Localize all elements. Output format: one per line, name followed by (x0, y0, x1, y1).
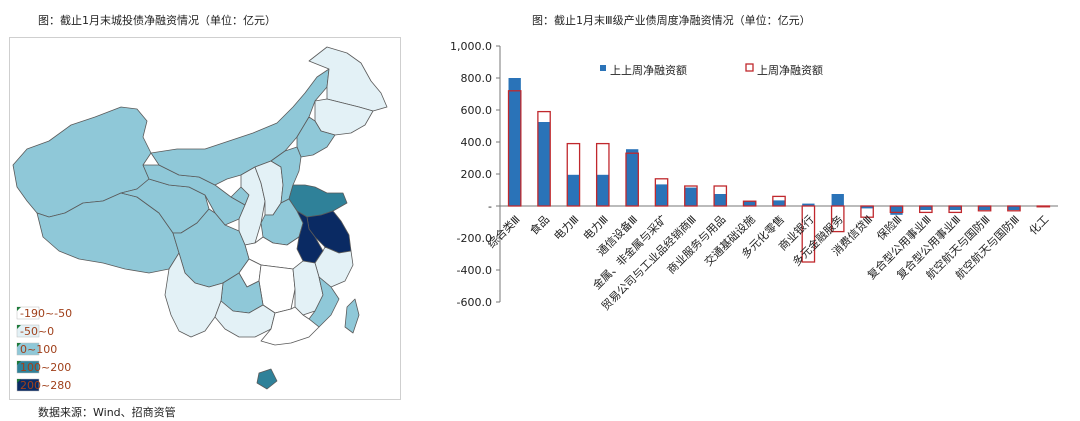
bar-last-week (860, 205, 874, 218)
bar-prev-week (1007, 206, 1021, 210)
bar-chart: 1,000.0 800.0 600.0 400.0 200.0 - -200.0 -400.0… (450, 40, 1058, 313)
x-tick-label: 电力Ⅲ (551, 213, 581, 243)
bar-prev-week (567, 174, 580, 206)
bar-prev-week (684, 187, 698, 206)
bar-prev-week (537, 122, 551, 206)
bar-last-week (977, 205, 992, 212)
y-tick-label: 200.0 (461, 168, 493, 181)
legend-swatch (16, 306, 40, 320)
legend-label-prev-week: 上上周净融资额 (610, 63, 687, 77)
bar-last-week (1007, 205, 1021, 212)
chart-legend: 上上周净融资额 上周净融资额 (600, 63, 823, 77)
legend-swatch (16, 324, 40, 338)
legend-label: -50~0 (20, 325, 54, 338)
region-liaoning (296, 116, 336, 158)
region-inner-mongolia (150, 68, 330, 186)
legend-marker (17, 361, 21, 365)
bar-prev-week (772, 200, 786, 206)
bar-last-week (830, 205, 845, 233)
legend-swatch-prev-week (600, 65, 606, 71)
x-axis-labels: 综合类Ⅲ 食品 电力Ⅲ 电力Ⅲ通信设备Ⅲ金属、非金属与采矿贸易公司与工业品经销商Ⅲ商业… (484, 212, 1051, 313)
y-tick-label: 1,000.0 (450, 40, 492, 53)
bar-prev-week (919, 206, 933, 210)
y-tick-label: 600.0 (461, 104, 493, 117)
bar-last-week (772, 195, 786, 207)
bar-last-week (948, 205, 963, 214)
x-tick-label: 化工 (1026, 212, 1051, 237)
legend-marker (17, 325, 21, 329)
bar-last-week (919, 205, 933, 214)
y-tick-label: 800.0 (461, 72, 493, 85)
x-tick-label: 食品 (527, 212, 552, 237)
y-tick-label: 400.0 (461, 136, 493, 149)
legend-swatch (16, 360, 40, 374)
region-heilongjiang (308, 46, 388, 112)
bar-prev-week (508, 78, 521, 206)
region-hainan (256, 368, 278, 390)
chart-title: 图：截止1月末Ⅲ级产业债周度净融资情况（单位：亿元） (532, 14, 811, 27)
y-tick-label: -200.0 (457, 232, 492, 245)
legend-label-last-week: 上周净融资额 (757, 63, 823, 77)
map-legend: -190~-50 -50~0 0~100 100~200 200~280 (16, 306, 72, 392)
region-jilin (314, 98, 374, 136)
bar-last-week (654, 178, 669, 207)
legend-marker (17, 379, 21, 383)
bar-prev-week (949, 206, 962, 210)
legend-swatch (16, 378, 40, 392)
y-tick-label: -400.0 (457, 264, 492, 277)
bar-last-week (537, 110, 551, 207)
legend-marker (17, 307, 21, 311)
legend-label: 200~280 (20, 379, 71, 392)
bar-prev-week (831, 194, 844, 206)
source-note: 数据来源：Wind、招商资管 (38, 406, 176, 419)
bar-last-week (713, 185, 728, 207)
region-taiwan (344, 298, 360, 334)
bar-prev-week (802, 203, 815, 206)
bar-last-week (1036, 205, 1051, 208)
bar-prev-week (714, 194, 727, 206)
legend-label: 0~100 (20, 343, 57, 356)
bar-last-week (801, 205, 816, 263)
china-map: -190~-50 -50~0 0~100 100~200 200~280 (12, 46, 388, 392)
legend-label: -190~-50 (20, 307, 72, 320)
map-frame (9, 37, 401, 400)
map-title: 图：截止1月末城投债净融资情况（单位：亿元） (38, 14, 276, 27)
region-zhejiang (314, 246, 354, 288)
legend-label: 100~200 (20, 361, 71, 374)
bar-prev-week (596, 174, 609, 206)
legend-marker (17, 343, 21, 347)
bar-last-week (684, 185, 698, 207)
bar-prev-week (978, 206, 991, 210)
legend-swatch-last-week (745, 63, 754, 72)
bar-last-week (566, 142, 581, 207)
y-tick-label: - (488, 200, 492, 213)
bar-last-week (507, 90, 522, 207)
bars (507, 78, 1051, 263)
y-tick-label: -600.0 (457, 296, 492, 309)
bar-last-week (595, 142, 610, 207)
bar-prev-week (625, 149, 639, 206)
legend-swatch (16, 342, 40, 356)
bar-prev-week (655, 184, 668, 206)
bar-prev-week (743, 201, 756, 206)
bar-prev-week (890, 206, 903, 215)
bar-last-week (625, 152, 639, 207)
region-guangdong (260, 306, 320, 346)
bar-last-week (742, 200, 757, 207)
bar-last-week (889, 205, 904, 214)
bar-prev-week (860, 206, 874, 209)
y-axis: 1,000.0 800.0 600.0 400.0 200.0 - -200.0 -400.0… (450, 40, 500, 309)
